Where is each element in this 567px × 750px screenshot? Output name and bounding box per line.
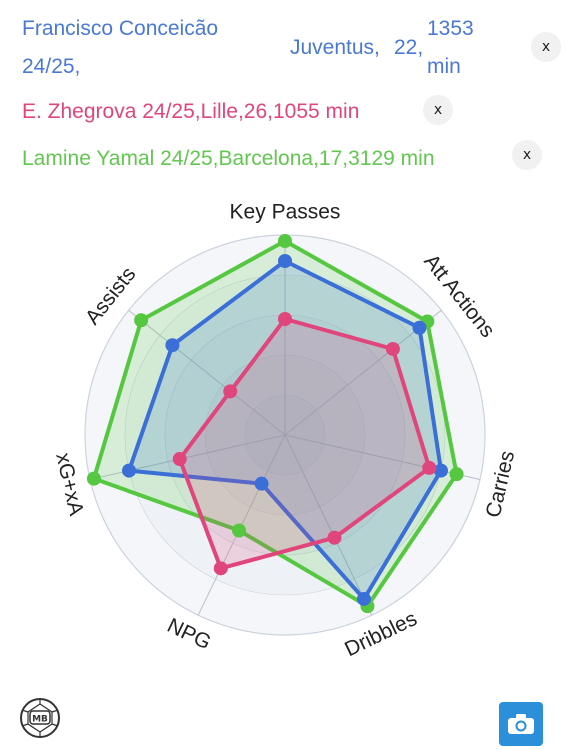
player-2-label: E. Zhegrova 24/25,Lille,26,1055 min [22, 100, 360, 123]
player-1-club: Juventus, [290, 36, 380, 59]
data-point [165, 338, 180, 353]
camera-icon [508, 714, 534, 734]
data-point [422, 460, 437, 475]
data-point [278, 234, 292, 248]
player-1-age: 22, [394, 36, 424, 59]
player-1-season: 24/25, [22, 55, 81, 78]
series-area [177, 317, 432, 571]
data-point [385, 341, 400, 356]
data-point [134, 313, 149, 328]
player-1-minutes-unit: min [427, 55, 461, 78]
axis-label: Key Passes [230, 201, 341, 224]
data-point [172, 452, 187, 467]
data-point [412, 320, 427, 335]
data-point [213, 561, 228, 576]
data-point [278, 254, 292, 268]
screenshot-button[interactable] [499, 702, 543, 746]
data-point [327, 530, 342, 545]
grid-spoke [128, 309, 286, 436]
player-3-label: Lamine Yamal 24/25,Barcelona,17,3129 min [22, 147, 435, 170]
grid-spoke [284, 434, 373, 616]
data-point [254, 476, 269, 491]
data-point [433, 463, 448, 478]
remove-player-1-button[interactable]: x [531, 32, 561, 62]
remove-player-2-button[interactable]: x [423, 95, 453, 125]
data-point [223, 384, 238, 399]
axis-label: Carries [482, 449, 519, 520]
data-point [122, 463, 137, 478]
data-point [356, 591, 371, 606]
data-point [86, 471, 101, 486]
data-point [232, 523, 247, 538]
player-1-name: Francisco Conceicão [22, 17, 219, 40]
remove-player-3-button[interactable]: x [512, 140, 542, 170]
logo-text: MB [32, 715, 48, 725]
data-point [278, 312, 292, 326]
data-point [449, 467, 464, 482]
axis-label: NPG [164, 614, 215, 654]
axis-label: xG+xA [51, 451, 88, 518]
player-1-minutes: 1353 [427, 17, 474, 40]
mb-logo-icon: MB [18, 696, 62, 740]
